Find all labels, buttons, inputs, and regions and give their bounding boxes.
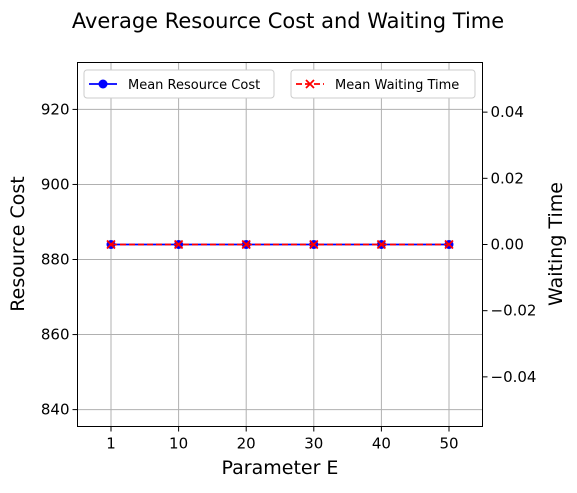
x-tick-label: 40: [372, 435, 391, 453]
legend-left-marker: [98, 79, 108, 89]
legend-left: Mean Resource Cost: [83, 69, 275, 99]
x-tick-label: 10: [169, 435, 188, 453]
y-right-tick-label: −0.04: [491, 368, 537, 386]
y-axis-right-title: Waiting Time: [545, 182, 567, 306]
y-right-tick-label: −0.02: [491, 302, 537, 320]
y-left-tick-label: 920: [41, 100, 70, 118]
y-left-tick-label: 880: [41, 251, 70, 269]
x-tick-label: 20: [237, 435, 256, 453]
y-right-tick-label: 0.04: [491, 103, 524, 121]
y-left-tick-label: 900: [41, 175, 70, 193]
waiting-time-point: [106, 239, 116, 250]
legend-right: Mean Waiting Time: [290, 69, 476, 99]
legend-left-label: Mean Resource Cost: [128, 78, 260, 93]
legend-right-box: [290, 69, 476, 99]
x-tick-label: 1: [106, 435, 116, 453]
y-right-tick-label: 0.02: [491, 169, 524, 187]
waiting-time-point: [444, 239, 454, 250]
x-tick-label: 50: [439, 435, 458, 453]
series-layer: [106, 239, 454, 250]
waiting-time-point: [173, 239, 184, 250]
y-left-tick-label: 860: [41, 326, 70, 344]
y-axis-left: 840 860 880 900 920: [41, 100, 78, 419]
legend-left-box: [83, 69, 275, 99]
chart-title: Average Resource Cost and Waiting Time: [72, 9, 504, 33]
waiting-time-point: [376, 239, 387, 250]
y-left-tick-label: 840: [41, 401, 70, 419]
waiting-time-point: [309, 239, 319, 250]
x-axis-title: Parameter E: [222, 457, 339, 479]
y-axis-left-title: Resource Cost: [7, 176, 29, 311]
legend-right-marker: [305, 79, 315, 89]
y-right-tick-label: 0.00: [491, 236, 524, 254]
legend-right-label: Mean Waiting Time: [335, 78, 459, 93]
waiting-time-point: [241, 239, 251, 250]
y-axis-right: −0.04 −0.02 0.00 0.02 0.04: [482, 103, 537, 386]
x-axis: 1 10 20 30 40 50: [106, 426, 459, 453]
x-tick-label: 30: [304, 435, 323, 453]
